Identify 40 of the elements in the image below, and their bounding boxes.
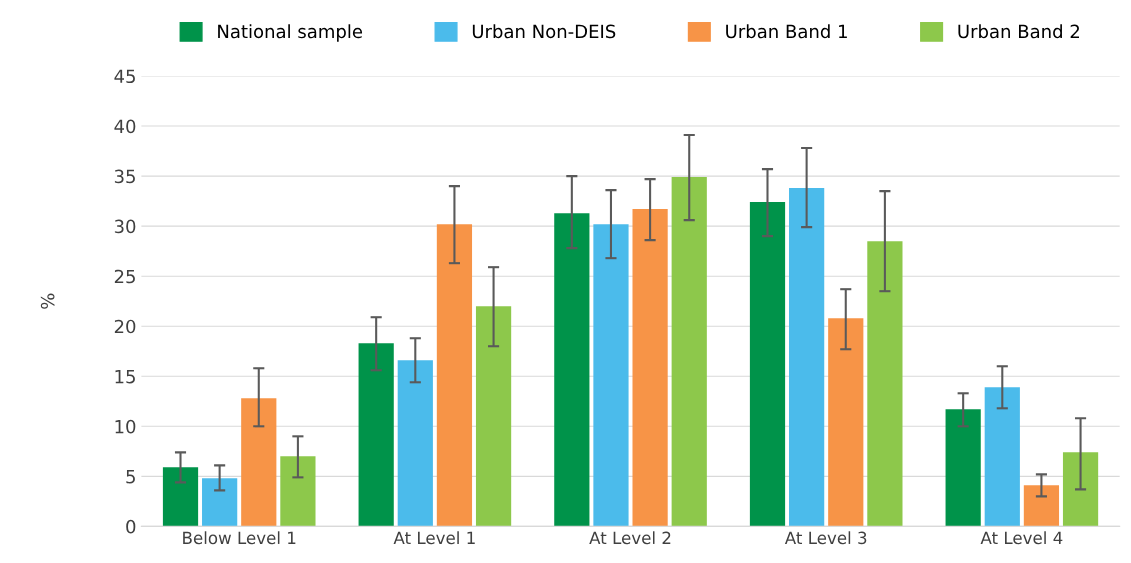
bar xyxy=(671,177,707,527)
bar xyxy=(749,202,786,527)
y-tick-label: 5 xyxy=(126,470,135,484)
bar xyxy=(1062,452,1099,527)
x-tick-label: At Level 4 xyxy=(980,531,1063,545)
y-axis-title: % xyxy=(40,293,55,309)
y-tick-label: 45 xyxy=(114,69,135,84)
y-tick-label: 0 xyxy=(126,519,136,534)
y-tick-label: 25 xyxy=(114,269,135,284)
legend-label: Urban Non-DEIS xyxy=(472,24,616,39)
y-tick-label: 40 xyxy=(114,119,136,134)
bar xyxy=(202,478,238,527)
x-tick-label: At Level 3 xyxy=(784,531,867,545)
bar xyxy=(828,318,864,527)
bar xyxy=(593,224,629,527)
legend-label: Urban Band 2 xyxy=(958,24,1079,39)
x-tick-label: At Level 1 xyxy=(393,531,475,545)
bar xyxy=(554,213,590,527)
bar xyxy=(475,306,512,527)
bar xyxy=(358,343,394,527)
bar xyxy=(162,467,199,527)
y-tick-label: 35 xyxy=(114,169,135,184)
y-tick-label: 20 xyxy=(114,319,136,334)
bar xyxy=(397,360,433,527)
bar xyxy=(632,209,668,527)
bar xyxy=(789,188,825,527)
x-tick-label: At Level 2 xyxy=(589,531,671,545)
bar xyxy=(280,456,316,527)
bar xyxy=(945,409,981,527)
bar xyxy=(867,241,903,527)
bar xyxy=(241,398,277,527)
y-tick-label: 15 xyxy=(115,369,135,384)
bar xyxy=(984,387,1020,527)
legend-label: National sample xyxy=(218,24,363,42)
y-tick-label: 10 xyxy=(115,419,136,434)
bar xyxy=(1023,485,1060,527)
legend-label: Urban Band 1 xyxy=(726,24,847,39)
bar xyxy=(436,224,473,527)
y-tick-label: 30 xyxy=(114,219,136,234)
x-tick-label: Below Level 1 xyxy=(183,531,296,545)
